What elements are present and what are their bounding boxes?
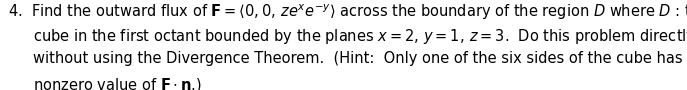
Text: without using the Divergence Theorem.  (Hint:  Only one of the six sides of the : without using the Divergence Theorem. (H… xyxy=(33,51,687,66)
Text: nonzero value of $\mathbf{F} \cdot \mathbf{n}$.): nonzero value of $\mathbf{F} \cdot \math… xyxy=(33,76,202,90)
Text: cube in the first octant bounded by the planes $x = 2,\, y = 1,\, z = 3$.  Do th: cube in the first octant bounded by the … xyxy=(33,27,687,46)
Text: 4.  Find the outward flux of $\mathbf{F} = \langle 0, 0,\, ze^{x}e^{-y}\rangle$ : 4. Find the outward flux of $\mathbf{F} … xyxy=(8,3,687,22)
